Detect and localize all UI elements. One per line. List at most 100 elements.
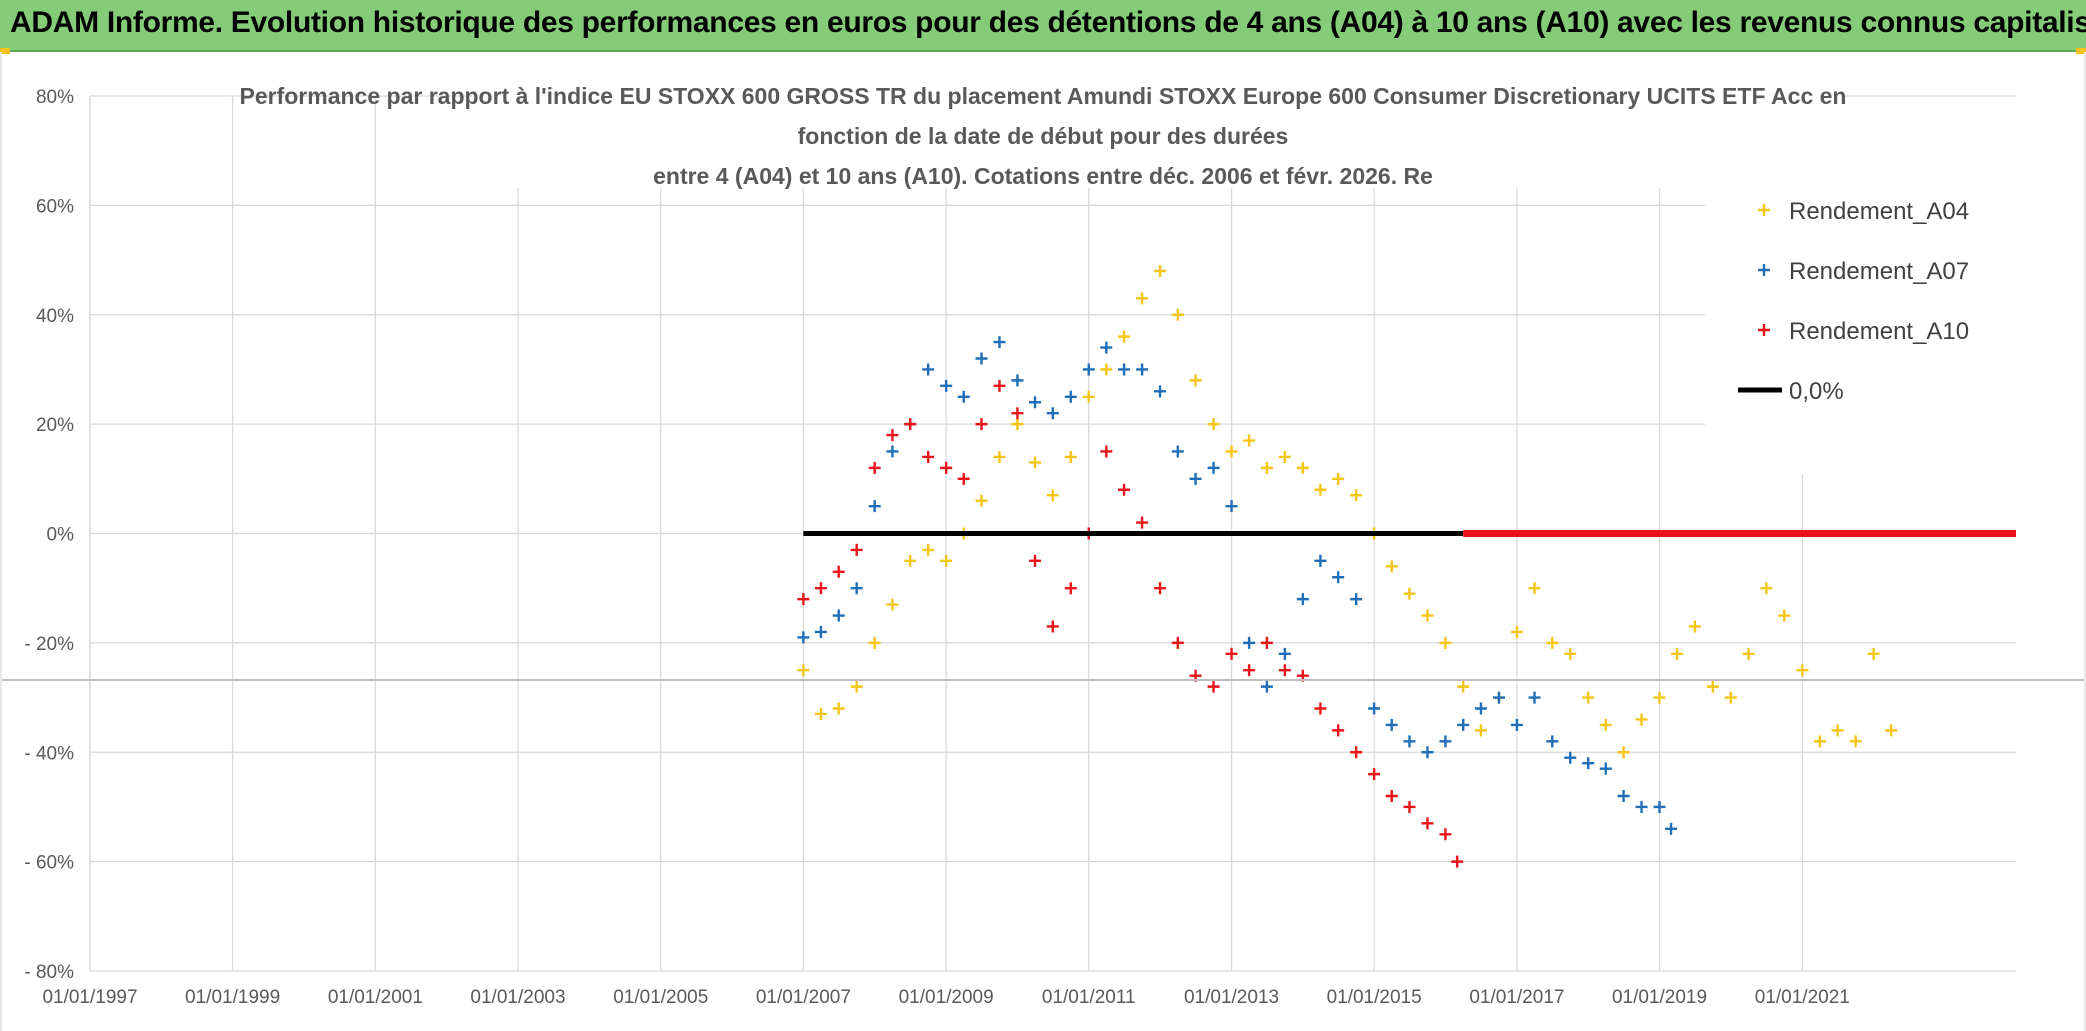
- data-point: [1599, 718, 1612, 731]
- data-point: [1546, 636, 1559, 649]
- data-point: [1439, 735, 1452, 748]
- data-point: [1385, 790, 1398, 802]
- data-point: [940, 379, 953, 392]
- data-point: [1046, 407, 1059, 420]
- data-point: [1260, 461, 1273, 474]
- y-tick-label: 80%: [36, 87, 74, 108]
- data-point: [1350, 593, 1363, 606]
- x-tick-label: 01/01/2005: [613, 987, 708, 1008]
- data-point: [1564, 751, 1577, 764]
- data-point: [975, 494, 988, 507]
- data-point: [1742, 647, 1755, 660]
- data-point: [1136, 516, 1149, 529]
- chart-title: Performance par rapport à l'indice EU ST…: [240, 83, 1847, 189]
- x-tick-label: 01/01/2017: [1469, 987, 1564, 1008]
- data-point: [1278, 450, 1291, 463]
- data-point: [904, 418, 917, 431]
- data-point: [1439, 636, 1452, 649]
- data-point: [797, 631, 810, 644]
- data-point: [850, 543, 863, 556]
- data-point: [832, 609, 845, 622]
- x-tick-label: 01/01/2009: [899, 987, 994, 1008]
- data-point: [975, 418, 988, 431]
- data-point: [1118, 363, 1131, 376]
- data-point: [814, 625, 827, 638]
- data-point: [1136, 363, 1149, 376]
- data-point: [1011, 418, 1024, 431]
- legend-label: 0,0%: [1789, 378, 1844, 405]
- data-point: [1064, 582, 1077, 595]
- data-point: [886, 429, 899, 442]
- data-point: [1260, 680, 1273, 693]
- data-point: [957, 390, 970, 403]
- data-point: [1421, 817, 1434, 830]
- data-point: [1082, 363, 1095, 376]
- y-tick-label: - 60%: [24, 853, 74, 874]
- x-tick-label: 01/01/2015: [1327, 987, 1422, 1008]
- data-point: [1029, 554, 1042, 567]
- data-point: [1046, 620, 1059, 633]
- chart-title-line: entre 4 (A04) et 10 ans (A10). Cotations…: [653, 163, 1433, 189]
- data-point: [1189, 472, 1202, 485]
- data-point: [1849, 735, 1862, 748]
- y-tick-label: 40%: [36, 306, 74, 327]
- data-point: [1011, 374, 1024, 387]
- x-tick-label: 01/01/2001: [328, 987, 423, 1008]
- data-point: [1171, 445, 1184, 458]
- data-point: [868, 461, 881, 474]
- x-tick-label: 01/01/2007: [756, 987, 851, 1008]
- data-point: [1207, 680, 1220, 693]
- data-point: [1225, 445, 1238, 458]
- data-point: [814, 582, 827, 595]
- data-point: [1029, 456, 1042, 469]
- legend-label: Rendement_A10: [1789, 318, 1969, 345]
- data-point: [850, 582, 863, 595]
- data-point: [1403, 800, 1416, 813]
- x-tick-label: 01/01/2011: [1042, 987, 1136, 1008]
- y-tick-label: 0%: [47, 525, 75, 546]
- data-point: [1385, 718, 1398, 731]
- legend-label: Rendement_A04: [1789, 198, 1969, 225]
- data-point: [1154, 582, 1167, 595]
- data-point: [1189, 374, 1202, 387]
- y-tick-label: - 40%: [24, 743, 74, 764]
- y-tick-label: 20%: [36, 415, 74, 436]
- chart-title-line: fonction de la date de début pour des du…: [798, 123, 1289, 149]
- data-point: [1599, 762, 1612, 775]
- data-point: [1492, 691, 1505, 704]
- x-axis-tick-labels: 01/01/1997 01/01/1999 01/01/2001 01/01/2003…: [42, 987, 1849, 1008]
- data-point: [1665, 822, 1678, 835]
- data-point: [922, 363, 935, 376]
- y-tick-label: 60%: [36, 196, 74, 217]
- data-point: [1778, 609, 1791, 622]
- data-point: [1474, 724, 1487, 737]
- data-point: [993, 379, 1006, 392]
- legend: Rendement_A04 Rendement_A07 Rendement_A10 0…: [1738, 198, 1969, 405]
- data-point: [1207, 461, 1220, 474]
- data-point: [1243, 664, 1256, 677]
- data-point: [1385, 560, 1398, 573]
- data-point: [1403, 735, 1416, 748]
- data-point: [1029, 396, 1042, 409]
- x-tick-label: 01/01/2003: [470, 987, 565, 1008]
- data-point: [993, 450, 1006, 463]
- data-point: [1760, 582, 1773, 595]
- data-point: [1171, 308, 1184, 321]
- data-point: [1154, 265, 1167, 277]
- data-point: [1617, 746, 1630, 759]
- data-point: [1332, 724, 1345, 737]
- data-point: [1635, 800, 1648, 813]
- data-point: [1421, 609, 1434, 622]
- data-point: [1368, 768, 1381, 781]
- data-point: [1225, 647, 1238, 660]
- x-tick-label: 01/01/2021: [1755, 987, 1850, 1008]
- chart-title-line: Performance par rapport à l'indice EU ST…: [240, 83, 1847, 109]
- data-point: [1796, 664, 1809, 677]
- data-point: [1064, 390, 1077, 403]
- data-point: [797, 593, 810, 606]
- data-point: [993, 336, 1006, 349]
- data-point: [1332, 571, 1345, 584]
- data-point: [1688, 620, 1701, 633]
- report-banner: ADAM Informe. Evolution historique des p…: [0, 0, 2086, 52]
- data-point: [1474, 702, 1487, 715]
